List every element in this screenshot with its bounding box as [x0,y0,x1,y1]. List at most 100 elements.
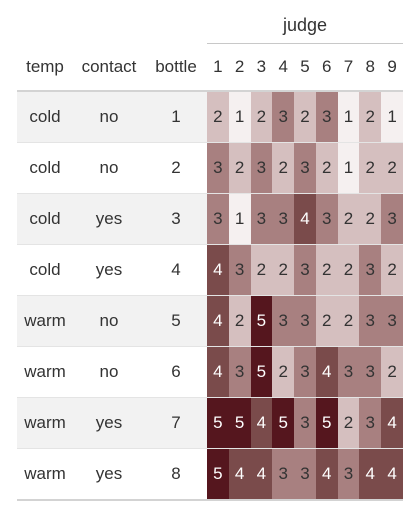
rating-cell: 2 [359,193,382,245]
bottle-cell: 4 [145,244,207,296]
temp-cell: cold [17,193,73,245]
column-header-temp: temp [17,44,73,92]
contact-cell: yes [73,397,145,449]
temp-cell: warm [17,448,73,501]
rating-cell: 2 [381,346,403,398]
temp-cell: cold [17,91,73,143]
table-row: cold no 2 3 2 3 2 3 2 1 2 2 [17,142,403,194]
rating-cell: 5 [315,397,338,449]
contact-cell: yes [73,193,145,245]
rating-cell: 2 [294,91,316,143]
rating-cell: 2 [359,91,382,143]
table-body: cold no 1 2 1 2 3 2 3 1 2 1 cold no 2 3 2 3 2 3 2 1 2 2 cold yes 3… [17,91,403,501]
bottle-cell: 1 [145,91,207,143]
table-row: warm yes 7 5 5 4 5 3 5 2 3 4 [17,397,403,449]
table-row: warm yes 8 5 4 4 3 3 4 3 4 4 [17,448,403,501]
wine-ratings-table: judge temp contact bottle 1 2 3 4 5 6 7 … [17,0,403,501]
rating-cell: 2 [359,142,382,194]
column-header-judge-4: 4 [272,44,295,92]
contact-cell: no [73,346,145,398]
rating-cell: 4 [250,397,273,449]
bottle-cell: 7 [145,397,207,449]
contact-cell: no [73,91,145,143]
rating-cell: 3 [294,346,316,398]
rating-cell: 4 [359,448,382,501]
rating-cell: 3 [315,193,338,245]
rating-cell: 3 [272,295,295,347]
rating-cell: 4 [250,448,273,501]
column-header-judge-3: 3 [250,44,273,92]
rating-cell: 4 [381,397,403,449]
rating-cell: 3 [207,142,229,194]
column-header-judge-9: 9 [381,44,403,92]
column-header-row: temp contact bottle 1 2 3 4 5 6 7 8 9 [17,44,403,92]
temp-cell: cold [17,244,73,296]
contact-cell: yes [73,244,145,296]
rating-cell: 3 [228,244,251,296]
rating-cell: 2 [315,244,338,296]
bottle-cell: 5 [145,295,207,347]
rating-cell: 3 [250,142,273,194]
rating-cell: 3 [337,448,360,501]
rating-cell: 2 [228,142,251,194]
rating-cell: 2 [337,193,360,245]
table-row: cold yes 3 3 1 3 3 4 3 2 2 3 [17,193,403,245]
contact-cell: no [73,295,145,347]
rating-cell: 2 [272,244,295,296]
rating-cell: 3 [359,244,382,296]
column-header-contact: contact [73,44,145,92]
rating-cell: 4 [207,346,229,398]
rating-cell: 4 [207,244,229,296]
rating-cell: 2 [207,91,229,143]
rating-cell: 2 [381,142,403,194]
rating-cell: 2 [250,244,273,296]
rating-cell: 5 [207,397,229,449]
rating-cell: 3 [315,91,338,143]
rating-cell: 4 [228,448,251,501]
table-row: warm no 5 4 2 5 3 3 2 2 3 3 [17,295,403,347]
spanner-blank [17,0,207,44]
column-header-judge-1: 1 [207,44,229,92]
rating-cell: 3 [294,244,316,296]
rating-cell: 4 [315,346,338,398]
rating-cell: 3 [337,346,360,398]
rating-cell: 2 [315,142,338,194]
contact-cell: yes [73,448,145,501]
rating-cell: 1 [228,193,251,245]
rating-cell: 3 [272,193,295,245]
rating-cell: 2 [381,244,403,296]
temp-cell: warm [17,295,73,347]
rating-cell: 2 [272,346,295,398]
temp-cell: cold [17,142,73,194]
temp-cell: warm [17,397,73,449]
judge-spanner: judge [207,0,403,44]
rating-cell: 3 [359,346,382,398]
rating-cell: 5 [250,346,273,398]
rating-cell: 5 [250,295,273,347]
rating-cell: 2 [337,244,360,296]
contact-cell: no [73,142,145,194]
rating-cell: 2 [337,397,360,449]
rating-cell: 3 [294,295,316,347]
rating-cell: 2 [272,142,295,194]
bottle-cell: 8 [145,448,207,501]
column-header-judge-6: 6 [315,44,338,92]
bottle-cell: 2 [145,142,207,194]
column-header-judge-2: 2 [228,44,251,92]
bottle-cell: 6 [145,346,207,398]
column-header-judge-8: 8 [359,44,382,92]
rating-cell: 2 [337,295,360,347]
rating-cell: 1 [381,91,403,143]
rating-cell: 3 [359,295,382,347]
column-header-bottle: bottle [145,44,207,92]
rating-cell: 5 [207,448,229,501]
rating-cell: 5 [228,397,251,449]
table-row: cold yes 4 4 3 2 2 3 2 2 3 2 [17,244,403,296]
rating-cell: 3 [272,448,295,501]
rating-cell: 3 [381,295,403,347]
rating-cell: 3 [381,193,403,245]
rating-cell: 3 [207,193,229,245]
rating-cell: 5 [272,397,295,449]
rating-cell: 3 [272,91,295,143]
